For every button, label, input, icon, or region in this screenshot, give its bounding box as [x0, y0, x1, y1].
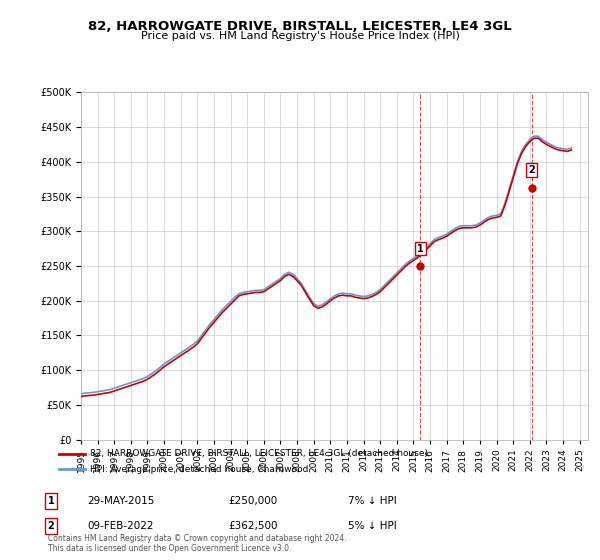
Text: 82, HARROWGATE DRIVE, BIRSTALL, LEICESTER, LE4 3GL (detached house): 82, HARROWGATE DRIVE, BIRSTALL, LEICESTE…	[90, 449, 428, 458]
Text: £250,000: £250,000	[228, 496, 277, 506]
Text: 29-MAY-2015: 29-MAY-2015	[87, 496, 154, 506]
Text: 1: 1	[417, 244, 424, 254]
Text: 2: 2	[47, 521, 55, 531]
Text: 82, HARROWGATE DRIVE, BIRSTALL, LEICESTER, LE4 3GL: 82, HARROWGATE DRIVE, BIRSTALL, LEICESTE…	[88, 20, 512, 32]
Text: 09-FEB-2022: 09-FEB-2022	[87, 521, 154, 531]
Text: 1: 1	[47, 496, 55, 506]
Text: Price paid vs. HM Land Registry's House Price Index (HPI): Price paid vs. HM Land Registry's House …	[140, 31, 460, 41]
Text: 7% ↓ HPI: 7% ↓ HPI	[348, 496, 397, 506]
Text: HPI: Average price, detached house, Charnwood: HPI: Average price, detached house, Char…	[90, 465, 308, 474]
Text: 5% ↓ HPI: 5% ↓ HPI	[348, 521, 397, 531]
Text: £362,500: £362,500	[228, 521, 277, 531]
Text: 2: 2	[528, 165, 535, 175]
Text: Contains HM Land Registry data © Crown copyright and database right 2024.
This d: Contains HM Land Registry data © Crown c…	[48, 534, 347, 553]
